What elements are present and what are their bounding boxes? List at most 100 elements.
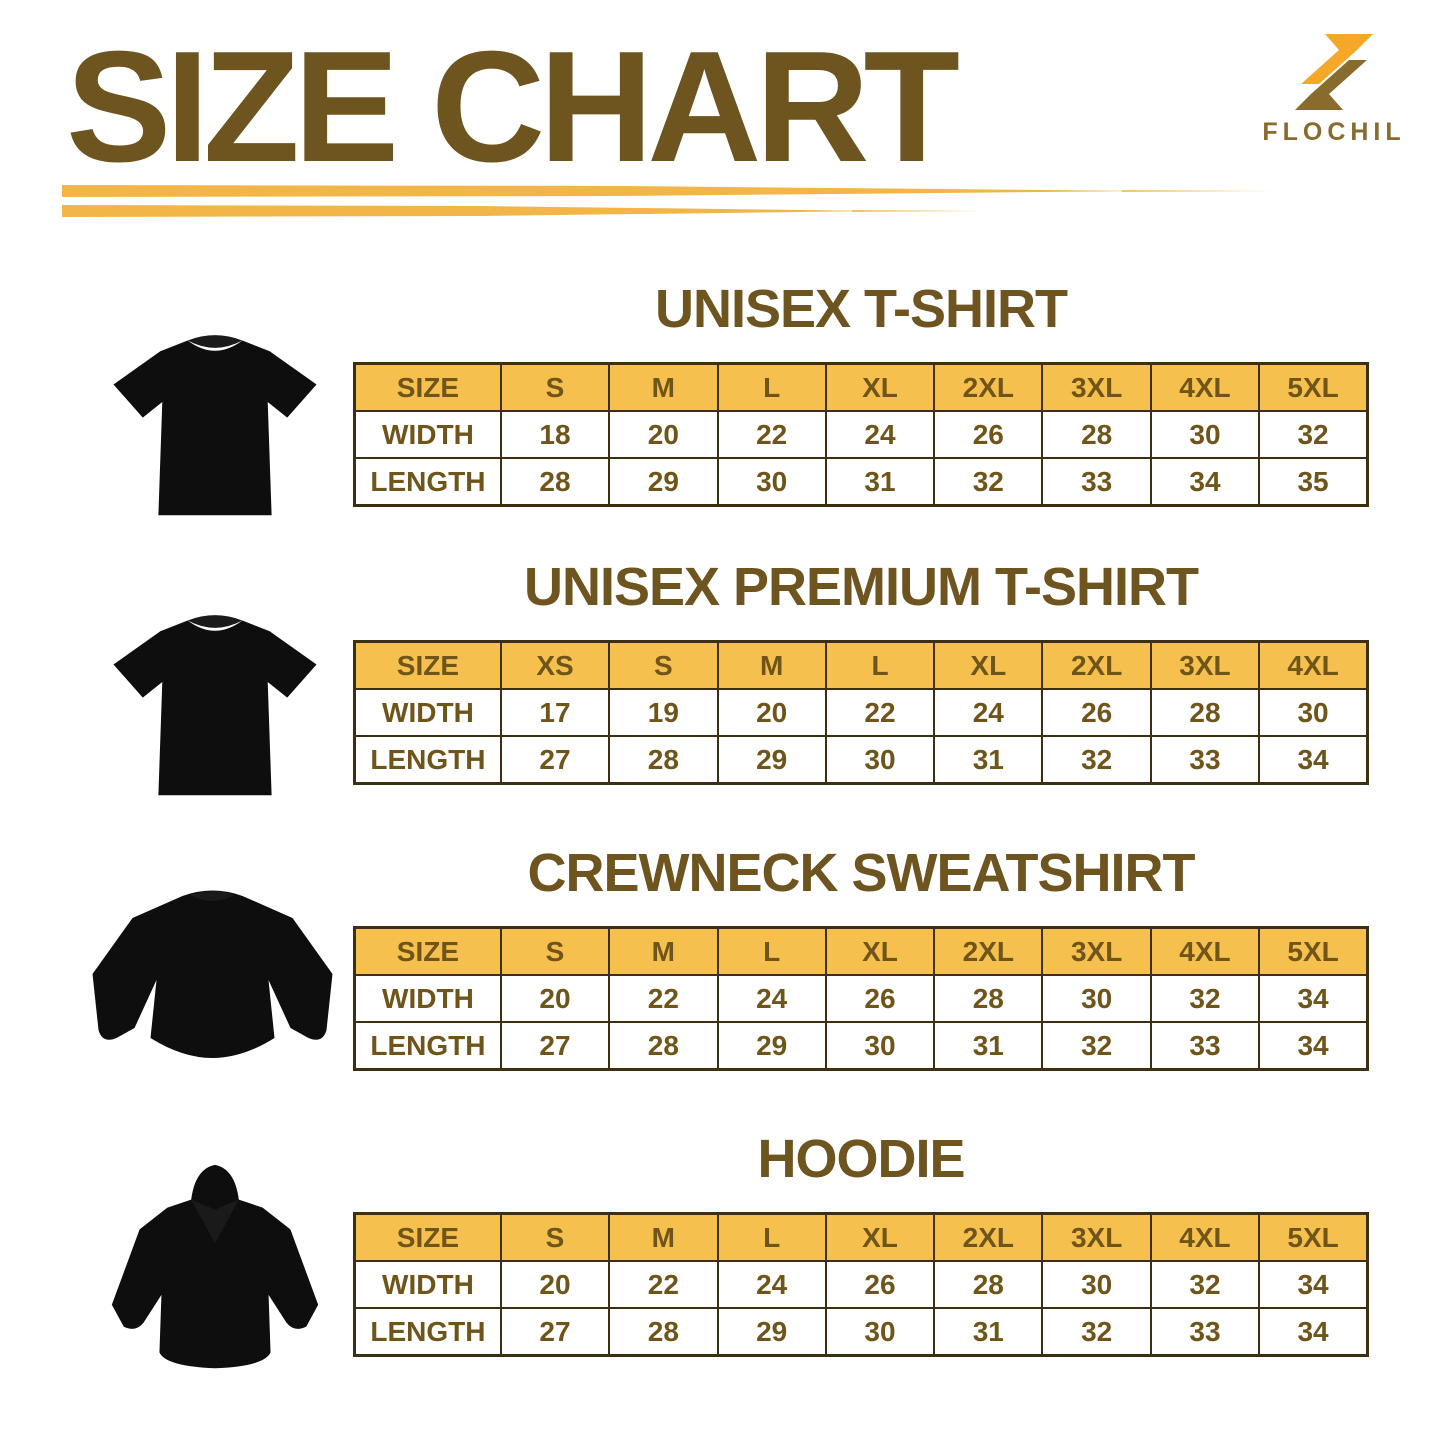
value-cell: 33 bbox=[1041, 457, 1152, 507]
value-cell: 33 bbox=[1149, 1021, 1261, 1071]
section-title: CREWNECK SWEATSHIRT bbox=[527, 843, 1196, 903]
row-label-cell: WIDTH bbox=[353, 974, 502, 1023]
size-column-header: M bbox=[608, 926, 719, 976]
size-label-cell: SIZE bbox=[353, 1212, 502, 1262]
value-cell: 29 bbox=[716, 1021, 827, 1071]
value-cell: 31 bbox=[933, 1307, 1044, 1357]
size-column-header: 3XL bbox=[1149, 640, 1261, 690]
brand-name: FLOCHIL bbox=[1262, 118, 1406, 146]
value-cell: 22 bbox=[608, 974, 719, 1023]
value-cell: 22 bbox=[716, 410, 827, 459]
size-label-cell: SIZE bbox=[353, 640, 502, 690]
value-cell: 20 bbox=[499, 974, 611, 1023]
value-cell: 32 bbox=[1258, 410, 1369, 459]
size-column-header: S bbox=[499, 926, 611, 976]
page-title: SIZE CHART bbox=[66, 19, 960, 195]
row-label-cell: WIDTH bbox=[353, 1260, 502, 1309]
table-header-row: SIZE S M L XL 2XL 3XL 4XL 5XL bbox=[353, 362, 1369, 412]
size-column-header: 2XL bbox=[933, 1212, 1044, 1262]
size-label-cell: SIZE bbox=[353, 362, 502, 412]
section-unisex-premium-tshirt: UNISEX PREMIUM T-SHIRT SIZE XS S M L XL 2XL 3XL… bbox=[353, 556, 1369, 785]
value-cell: 30 bbox=[824, 1021, 936, 1071]
size-column-header: 4XL bbox=[1149, 926, 1261, 976]
measurement-row: LENGTH 27 28 29 30 31 32 33 34 bbox=[353, 735, 1369, 785]
size-column-header: 5XL bbox=[1258, 362, 1369, 412]
size-column-header: L bbox=[716, 926, 827, 976]
value-cell: 20 bbox=[716, 688, 827, 737]
row-label-cell: LENGTH bbox=[353, 1307, 502, 1357]
value-cell: 33 bbox=[1149, 735, 1261, 785]
value-cell: 30 bbox=[1041, 974, 1152, 1023]
row-label-cell: LENGTH bbox=[353, 1021, 502, 1071]
size-column-header: 5XL bbox=[1258, 926, 1369, 976]
value-cell: 28 bbox=[608, 1021, 719, 1071]
size-column-header: XL bbox=[933, 640, 1044, 690]
title-underline-decoration bbox=[62, 185, 1277, 217]
value-cell: 30 bbox=[1149, 410, 1261, 459]
value-cell: 34 bbox=[1258, 1260, 1369, 1309]
size-column-header: L bbox=[716, 362, 827, 412]
value-cell: 18 bbox=[499, 410, 611, 459]
value-cell: 24 bbox=[716, 974, 827, 1023]
value-cell: 24 bbox=[716, 1260, 827, 1309]
table-header-row: SIZE XS S M L XL 2XL 3XL 4XL bbox=[353, 640, 1369, 690]
value-cell: 27 bbox=[499, 735, 611, 785]
size-table: SIZE S M L XL 2XL 3XL 4XL 5XL WIDTH 20 22 24 26 28 30 32… bbox=[353, 926, 1369, 1071]
crewneck-sweatshirt-image bbox=[92, 890, 333, 1058]
size-column-header: 3XL bbox=[1041, 362, 1152, 412]
row-label-cell: WIDTH bbox=[353, 688, 502, 737]
section-title: UNISEX T-SHIRT bbox=[654, 279, 1068, 339]
measurement-row: LENGTH 27 28 29 30 31 32 33 34 bbox=[353, 1021, 1369, 1071]
value-cell: 34 bbox=[1149, 457, 1261, 507]
value-cell: 34 bbox=[1258, 1021, 1369, 1071]
value-cell: 26 bbox=[1041, 688, 1152, 737]
size-column-header: S bbox=[499, 1212, 611, 1262]
row-label-cell: WIDTH bbox=[353, 410, 502, 459]
value-cell: 20 bbox=[608, 410, 719, 459]
measurement-row: LENGTH 27 28 29 30 31 32 33 34 bbox=[353, 1307, 1369, 1357]
tshirt-image bbox=[113, 615, 317, 796]
value-cell: 29 bbox=[716, 735, 827, 785]
size-column-header: M bbox=[608, 1212, 719, 1262]
value-cell: 24 bbox=[824, 410, 936, 459]
brand-logo: FLOCHIL bbox=[1244, 32, 1424, 147]
size-table: SIZE S M L XL 2XL 3XL 4XL 5XL WIDTH 18 20 22 24 26 28 30… bbox=[353, 362, 1369, 507]
section-crewneck-sweatshirt: CREWNECK SWEATSHIRT SIZE S M L XL 2XL 3XL 4XL 5X… bbox=[353, 842, 1369, 1071]
value-cell: 30 bbox=[1258, 688, 1369, 737]
value-cell: 32 bbox=[1041, 1021, 1152, 1071]
size-table: SIZE S M L XL 2XL 3XL 4XL 5XL WIDTH 20 22 24 26 28 30 32… bbox=[353, 1212, 1369, 1357]
value-cell: 28 bbox=[933, 1260, 1044, 1309]
measurement-row: WIDTH 20 22 24 26 28 30 32 34 bbox=[353, 1260, 1369, 1309]
size-column-header: XL bbox=[824, 362, 936, 412]
value-cell: 35 bbox=[1258, 457, 1369, 507]
value-cell: 32 bbox=[1149, 974, 1261, 1023]
value-cell: 28 bbox=[933, 974, 1044, 1023]
value-cell: 26 bbox=[933, 410, 1044, 459]
size-column-header: S bbox=[499, 362, 611, 412]
value-cell: 22 bbox=[824, 688, 936, 737]
value-cell: 30 bbox=[824, 735, 936, 785]
size-column-header: 3XL bbox=[1041, 926, 1152, 976]
value-cell: 27 bbox=[499, 1307, 611, 1357]
tshirt-image bbox=[113, 335, 317, 516]
value-cell: 30 bbox=[1041, 1260, 1152, 1309]
size-column-header: L bbox=[824, 640, 936, 690]
measurement-row: WIDTH 20 22 24 26 28 30 32 34 bbox=[353, 974, 1369, 1023]
size-column-header: XS bbox=[499, 640, 611, 690]
table-header-row: SIZE S M L XL 2XL 3XL 4XL 5XL bbox=[353, 926, 1369, 976]
value-cell: 32 bbox=[1149, 1260, 1261, 1309]
size-column-header: 4XL bbox=[1149, 362, 1261, 412]
size-column-header: M bbox=[608, 362, 719, 412]
value-cell: 28 bbox=[608, 735, 719, 785]
measurement-row: LENGTH 28 29 30 31 32 33 34 35 bbox=[353, 457, 1369, 507]
value-cell: 29 bbox=[716, 1307, 827, 1357]
size-column-header: 4XL bbox=[1258, 640, 1369, 690]
value-cell: 19 bbox=[608, 688, 719, 737]
value-cell: 28 bbox=[499, 457, 611, 507]
value-cell: 29 bbox=[608, 457, 719, 507]
section-title: UNISEX PREMIUM T-SHIRT bbox=[523, 557, 1199, 617]
value-cell: 26 bbox=[824, 974, 936, 1023]
value-cell: 31 bbox=[933, 735, 1044, 785]
value-cell: 34 bbox=[1258, 1307, 1369, 1357]
value-cell: 22 bbox=[608, 1260, 719, 1309]
